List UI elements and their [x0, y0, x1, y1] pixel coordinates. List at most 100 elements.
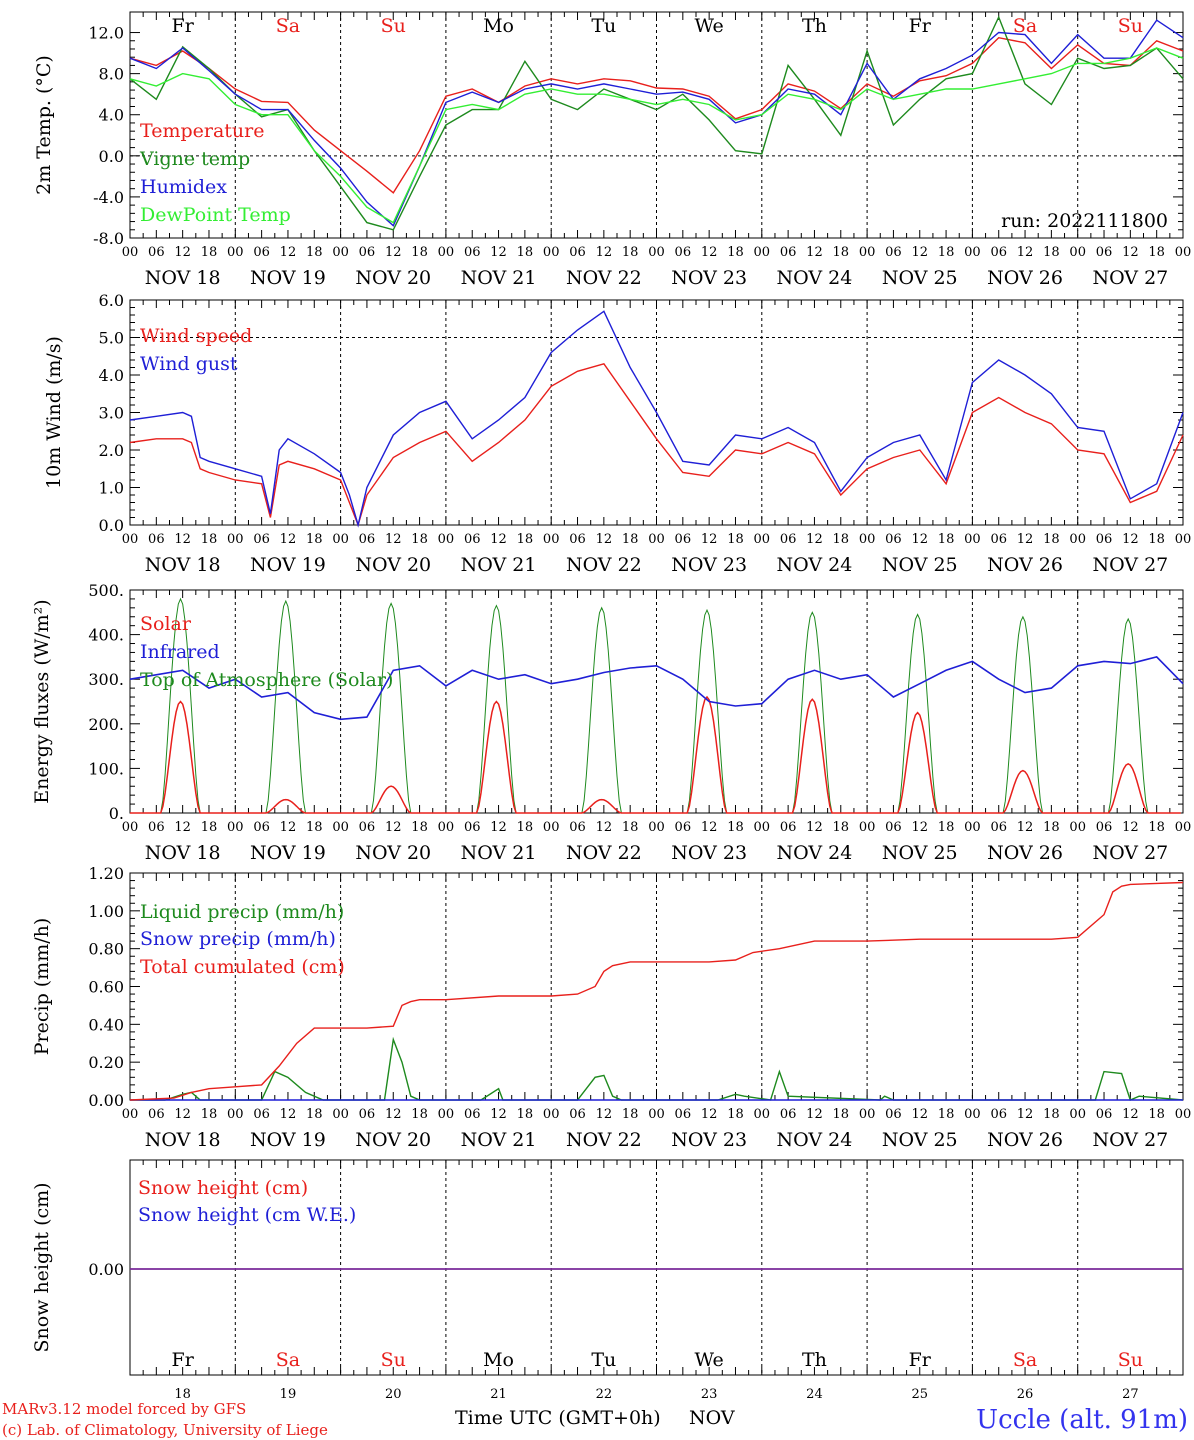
x-day-label: NOV 25: [882, 842, 958, 864]
weekday-label: Fr: [172, 1349, 195, 1371]
x-hour-label: 12: [174, 820, 191, 835]
x-hour-label: 12: [490, 820, 507, 835]
x-hour-label: 00: [859, 820, 876, 835]
x-hour-label: 00: [754, 532, 771, 547]
x-hour-label: 18: [1043, 532, 1060, 547]
x-hour-label: 18: [201, 245, 218, 260]
legend-entry: Infrared: [140, 641, 220, 663]
x-hour-label: 06: [569, 1107, 586, 1122]
x-day-label: NOV 24: [777, 842, 853, 864]
x-hour-label: 00: [1175, 820, 1192, 835]
x-day-label: NOV 27: [1092, 267, 1168, 289]
y-tick-label: 0.0: [99, 516, 124, 535]
series-dewpoint-temp: [129, 47, 1184, 224]
x-day-label: NOV 21: [461, 554, 537, 576]
x-hour-label: 00: [438, 820, 455, 835]
x-hour-label: 18: [938, 245, 955, 260]
legend-entry: Temperature: [140, 120, 264, 142]
legend-entry: Liquid precip (mm/h): [140, 901, 344, 923]
x-hour-label: 18: [306, 1107, 323, 1122]
y-axis-label: 10m Wind (m/s): [43, 336, 65, 489]
x-day-label: NOV 26: [987, 842, 1063, 864]
x-day-label: NOV 21: [461, 267, 537, 289]
x-hour-label: 00: [332, 245, 349, 260]
x-day-label: NOV 24: [777, 267, 853, 289]
x-hour-label: 12: [911, 1107, 928, 1122]
x-hour-label: 18: [201, 820, 218, 835]
x-hour-label: 12: [701, 532, 718, 547]
x-hour-label: 00: [543, 532, 560, 547]
y-tick-label: 2.0: [99, 441, 124, 460]
x-hour-label: 00: [438, 532, 455, 547]
x-hour-label: 00: [964, 820, 981, 835]
y-axis-label: Snow height (cm): [31, 1182, 53, 1352]
x-day-label: NOV 20: [355, 267, 431, 289]
x-hour-label: 06: [780, 532, 797, 547]
legend-entry: Solar: [140, 613, 192, 635]
x-hour-label: 12: [911, 820, 928, 835]
x-hour-label: 18: [411, 532, 428, 547]
day-number-label: 18: [174, 1387, 191, 1402]
y-tick-label: 0.: [109, 804, 124, 823]
x-day-label: NOV 22: [566, 1129, 642, 1151]
x-hour-label: 18: [1148, 1107, 1165, 1122]
day-number-label: 21: [490, 1387, 507, 1402]
x-hour-label: 00: [438, 1107, 455, 1122]
x-day-label: NOV 23: [671, 267, 747, 289]
x-hour-label: 00: [859, 1107, 876, 1122]
x-hour-label: 06: [464, 820, 481, 835]
weekday-label: Mo: [483, 1349, 514, 1371]
x-hour-label: 18: [1148, 820, 1165, 835]
weekday-label: Th: [802, 1349, 827, 1371]
x-hour-label: 00: [543, 245, 560, 260]
day-number-label: 20: [385, 1387, 402, 1402]
legend-entry: Vigne temp: [139, 148, 250, 170]
x-hour-label: 18: [727, 820, 744, 835]
x-hour-label: 06: [569, 245, 586, 260]
day-number-label: 24: [806, 1387, 823, 1402]
x-hour-label: 18: [306, 820, 323, 835]
y-tick-label: 5.0: [99, 329, 124, 348]
y-tick-label: 0.0: [99, 147, 124, 166]
x-hour-label: 18: [1043, 245, 1060, 260]
x-hour-label: 00: [648, 245, 665, 260]
series-infrared: [129, 656, 1184, 721]
weekday-label: Th: [802, 15, 827, 37]
y-tick-label: 300.: [88, 670, 124, 689]
x-hour-label: 18: [411, 820, 428, 835]
x-day-label: NOV 22: [566, 267, 642, 289]
x-day-label: NOV 26: [987, 267, 1063, 289]
x-hour-label: 06: [990, 1107, 1007, 1122]
x-day-label: NOV 27: [1092, 842, 1168, 864]
x-day-label: NOV 19: [250, 267, 326, 289]
x-day-label: NOV 19: [250, 842, 326, 864]
x-hour-label: 00: [227, 245, 244, 260]
x-hour-label: 18: [833, 1107, 850, 1122]
day-number-label: 23: [701, 1387, 718, 1402]
x-hour-label: 18: [622, 820, 639, 835]
panel-5: 0.00 Snow height (cm) Snow height (cm) Snow…: [31, 1159, 1184, 1402]
day-number-label: 27: [1122, 1387, 1139, 1402]
x-hour-label: 06: [1096, 245, 1113, 260]
x-hour-label: 00: [1069, 245, 1086, 260]
x-day-label: NOV 18: [145, 842, 221, 864]
series-humidex: [129, 19, 1184, 227]
x-hour-label: 00: [332, 532, 349, 547]
meteogram-panels: -8.0 -4.0 0.0 4.0 8.0 12.0 2m Temp. (°C) Temper…: [31, 11, 1191, 1402]
x-hour-label: 06: [675, 1107, 692, 1122]
x-hour-label: 12: [385, 820, 402, 835]
x-hour-label: 06: [780, 820, 797, 835]
x-hour-label: 12: [596, 820, 613, 835]
x-day-label: NOV 22: [566, 842, 642, 864]
y-tick-label: 0.40: [88, 1015, 124, 1034]
x-hour-label: 06: [675, 532, 692, 547]
legend-entry: DewPoint Temp: [140, 204, 291, 226]
x-hour-label: 12: [490, 532, 507, 547]
x-hour-label: 18: [833, 532, 850, 547]
x-hour-label: 12: [385, 245, 402, 260]
x-hour-label: 00: [543, 820, 560, 835]
panel-3: 0. 100. 200. 300. 400. 500. Energy fluxes (W/m…: [31, 581, 1191, 864]
y-tick-label: 0.80: [88, 940, 124, 959]
y-tick-label: 8.0: [99, 65, 124, 84]
